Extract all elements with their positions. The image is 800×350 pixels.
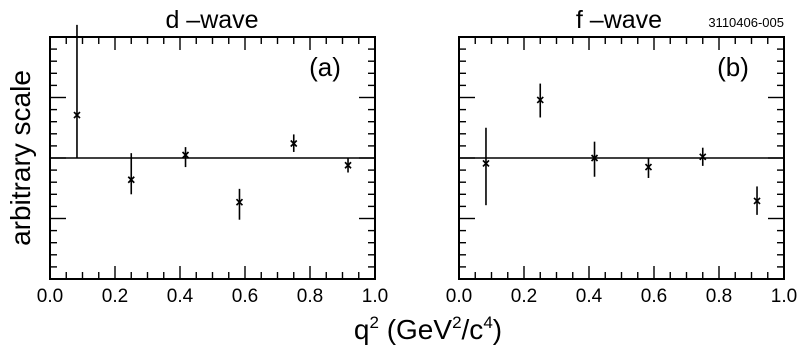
point-marker — [235, 198, 244, 206]
point-marker — [644, 163, 653, 171]
data-point — [644, 158, 653, 178]
data-point — [753, 186, 761, 215]
panel-f-wave: 0.0 0.2 0.4 0.6 0.8 1.0 f –wave (b) — [446, 6, 797, 307]
x-tick-label: 0.8 — [297, 286, 323, 307]
data-point — [344, 158, 352, 173]
point-marker — [181, 151, 190, 159]
point-marker — [290, 139, 298, 148]
x-tick-label: 0.6 — [641, 286, 667, 307]
x-tick-label: 0.6 — [232, 286, 258, 307]
x-tick-labels: 0.0 0.2 0.4 0.6 0.8 1.0 — [37, 286, 388, 307]
x-tick-label: 1.0 — [771, 286, 797, 307]
x-tick-label: 0.0 — [446, 286, 472, 307]
point-marker — [590, 154, 599, 162]
point-marker — [127, 176, 135, 184]
panel-title: f –wave — [576, 6, 662, 34]
data-point — [73, 24, 81, 158]
panel-title: d –wave — [165, 6, 258, 34]
tick-marks — [458, 36, 785, 280]
data-point — [127, 153, 135, 195]
panel-label: (b) — [717, 52, 749, 82]
x-tick-labels: 0.0 0.2 0.4 0.6 0.8 1.0 — [446, 286, 797, 307]
data-point — [536, 83, 544, 118]
y-axis-label: arbitrary scale — [5, 70, 36, 246]
figure-id-tag: 3110406-005 — [708, 15, 784, 30]
panel-d-wave: 0.0 0.2 0.4 0.6 0.8 1.0 d –wave (a) — [37, 6, 388, 307]
x-tick-label: 0.2 — [511, 286, 537, 307]
x-tick-label: 0.2 — [102, 286, 128, 307]
data-point — [482, 127, 490, 206]
data-point — [235, 188, 244, 220]
point-marker — [753, 197, 761, 205]
data-point — [699, 147, 707, 166]
point-marker — [73, 111, 81, 119]
tick-marks — [49, 36, 376, 280]
point-marker — [699, 153, 707, 161]
point-marker — [536, 96, 544, 104]
data-points — [73, 24, 352, 220]
panel-label: (a) — [309, 52, 341, 82]
data-point — [181, 147, 190, 168]
x-tick-label: 0.8 — [706, 286, 732, 307]
point-marker — [344, 161, 352, 169]
x-tick-label: 0.0 — [37, 286, 63, 307]
data-points — [482, 83, 761, 215]
x-tick-label: 0.4 — [167, 286, 194, 307]
data-point — [590, 141, 599, 177]
x-tick-label: 0.4 — [576, 286, 603, 307]
data-point — [290, 134, 298, 152]
x-tick-label: 1.0 — [362, 286, 388, 307]
point-marker — [482, 159, 490, 168]
x-axis-label: q2 (GeV2/c4) — [354, 313, 502, 345]
